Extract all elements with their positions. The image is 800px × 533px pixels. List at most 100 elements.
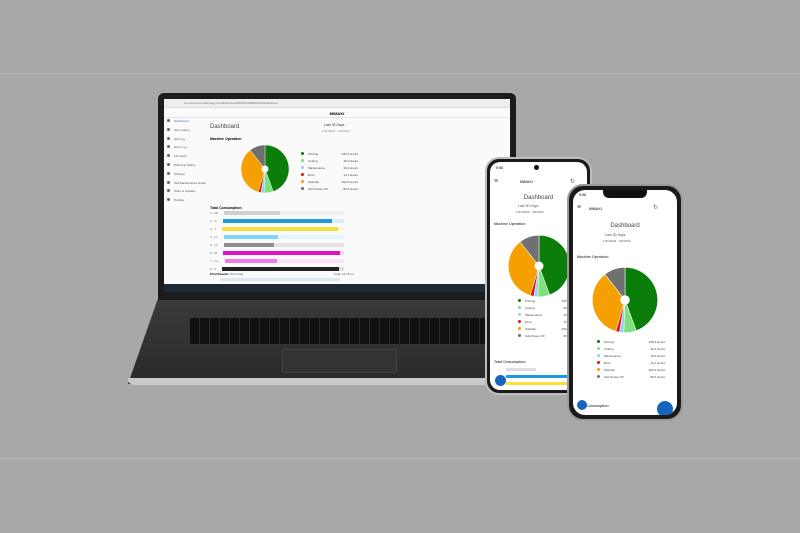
legend-label: Error xyxy=(604,360,611,365)
ink-fill xyxy=(222,219,332,223)
legend-dot xyxy=(301,152,304,155)
legend-value: 14.1 Hours xyxy=(650,360,665,365)
legend-item: Error 14.1 Hours xyxy=(597,359,665,366)
sidebar-item-self-maintenance-guide[interactable]: Self Maintenance Guide xyxy=(164,180,208,190)
consumption-row: 7 - Lm xyxy=(210,257,350,265)
refresh-icon[interactable]: ↻ xyxy=(570,179,576,185)
legend-label: Printing xyxy=(604,339,615,344)
pie-slice-sub-power-off[interactable] xyxy=(519,235,540,267)
legend-label: Maintenance xyxy=(525,312,543,317)
page-title: Dashboard xyxy=(610,223,640,229)
legend-item: Sub Power Off 80.0 Hours xyxy=(597,373,665,380)
consumption-row: 6 - M xyxy=(210,249,350,257)
menu-icon[interactable]: ≡ xyxy=(577,204,582,211)
pie-slice-standby[interactable] xyxy=(592,273,626,332)
machine-operation-heading: Machine Operation xyxy=(494,222,526,226)
legend-dot xyxy=(597,361,600,364)
machine-operation-pie xyxy=(592,267,658,333)
legend-label: Standby xyxy=(525,326,537,331)
legend-item: Error 14.1 Hours xyxy=(301,171,358,178)
pie-center xyxy=(261,165,269,173)
ink-fill xyxy=(222,227,338,231)
legend-label: Standby xyxy=(308,179,320,184)
ink-label: 8 - K xyxy=(210,267,217,271)
total-consumption-heading: Total Consumption xyxy=(577,404,609,408)
legend-dot xyxy=(301,180,304,183)
print-area-select[interactable]: Print Area xyxy=(230,272,244,276)
page-title: Dashboard xyxy=(210,124,240,130)
sidebar-item-firmware[interactable]: Firmware xyxy=(164,154,208,163)
pie-slice-standby[interactable] xyxy=(240,149,266,193)
sidebar-item-job-log[interactable]: Job Log xyxy=(164,136,208,146)
notch xyxy=(603,190,647,198)
legend-dot xyxy=(597,354,600,357)
legend-dot xyxy=(301,159,304,162)
legend-label: Cutting xyxy=(525,305,535,310)
legend-item: Cutting 46.4 Hours xyxy=(597,345,665,352)
sidebar-item-profiles[interactable]: Profiles xyxy=(164,198,208,207)
date-range: 1/31/2023 - 3/2/2023 xyxy=(322,129,350,133)
laptop-screen: connected.mimakinetgy.com/#/devices/0003… xyxy=(164,99,510,292)
legend-value: 14.1 Hours xyxy=(343,172,358,177)
sidebar-item-error-log[interactable]: Error Log xyxy=(164,145,208,154)
machine-operation-heading: Machine Operation xyxy=(210,137,242,141)
legend-label: Standby xyxy=(604,367,616,372)
ink-track xyxy=(222,267,344,271)
pie-slice-standby[interactable] xyxy=(508,241,540,296)
range-select[interactable]: Last 30 Days xyxy=(324,123,345,127)
date-range: 1/31/2023 - 3/2/2023 xyxy=(516,210,544,214)
legend-dot xyxy=(597,340,600,343)
legend-value: 46.4 Hours xyxy=(650,346,665,351)
legend-label: Maintenance xyxy=(604,353,622,358)
laptop-front-edge xyxy=(128,378,548,385)
total-consumption-heading: Total Consumption xyxy=(494,360,526,364)
keyboard xyxy=(190,318,490,344)
pie-center xyxy=(534,261,544,271)
consumption-bar xyxy=(506,375,586,378)
support-button[interactable] xyxy=(657,401,673,415)
pie-slice-printing[interactable] xyxy=(264,144,290,192)
range-select[interactable]: Last 30 Days xyxy=(518,204,539,208)
legend-dot xyxy=(597,368,600,371)
sidebar-item-store-updater[interactable]: Store & Updater xyxy=(164,189,208,198)
legend-label: Cutting xyxy=(604,346,614,351)
menu-icon[interactable]: ≡ xyxy=(494,178,499,185)
ink-track xyxy=(224,259,344,263)
legend-value: 262.6 Hours xyxy=(648,367,665,372)
pie-slice-sub-power-off[interactable] xyxy=(249,144,266,170)
legend-item: Maintenance 16.2 Hours xyxy=(301,164,358,171)
ink-fill xyxy=(223,211,281,215)
sidebar-item-warranty-status[interactable]: Warranty Status xyxy=(164,162,208,172)
pie-center xyxy=(620,295,630,305)
range-select[interactable]: Last 30 Days xyxy=(605,233,626,237)
consumption-row: 3 - Y xyxy=(210,225,350,233)
date-range: 1/31/2023 - 3/2/2023 xyxy=(603,239,631,243)
browser-url-bar[interactable]: connected.mimakinetgy.com/#/devices/0003… xyxy=(164,99,510,108)
pie-slice-printing[interactable] xyxy=(624,267,658,332)
consumption-bars: 1 - Wi 2 - C 3 - Y 4 - Lc 5 - Lk 6 - M 7 - Lm 8… xyxy=(210,209,350,273)
legend-item: Maintenance 16.2 Hours xyxy=(597,352,665,359)
ink-track xyxy=(223,235,344,239)
ink-track xyxy=(222,219,344,223)
refresh-icon[interactable]: ↻ xyxy=(653,205,659,211)
ink-label: 7 - Lm xyxy=(210,259,219,263)
sidebar-item-job-lookup[interactable]: Job Lookup xyxy=(164,127,208,137)
backdrop-line xyxy=(0,458,800,459)
ink-fill xyxy=(222,267,340,271)
chat-button[interactable] xyxy=(577,400,587,410)
sidebar: Dashboard Job Lookup Job Log Error Log Firmw… xyxy=(164,119,208,207)
touchpad xyxy=(282,349,397,373)
ink-label: 3 - Y xyxy=(210,227,217,231)
legend-dot xyxy=(518,306,521,309)
sidebar-item-dashboard[interactable]: Dashboard xyxy=(164,119,208,128)
consumption-row: 8 - K xyxy=(210,265,350,273)
sidebar-item-settings[interactable]: Settings xyxy=(164,171,208,181)
pie-slice-sub-power-off[interactable] xyxy=(604,267,626,301)
legend-value: 335.3 Hours xyxy=(341,151,358,156)
legend-dot xyxy=(518,320,521,323)
legend-label: Sub Power Off xyxy=(308,186,328,191)
machine-operation-heading: Machine Operation xyxy=(577,255,609,259)
legend-dot xyxy=(518,334,521,337)
chat-button[interactable] xyxy=(495,375,506,386)
